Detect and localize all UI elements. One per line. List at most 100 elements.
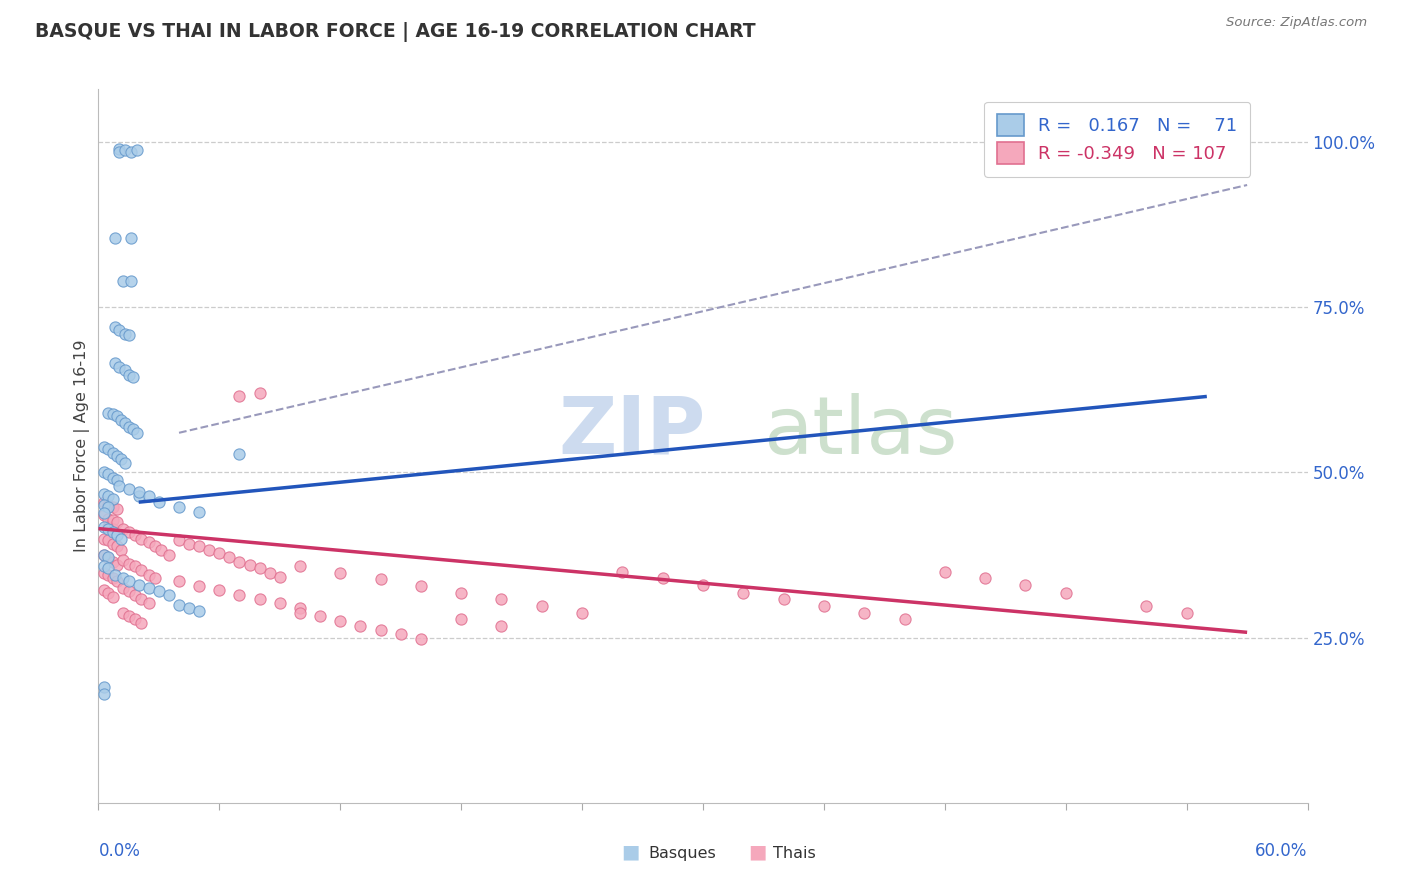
Point bbox=[101, 590, 124, 604]
Point bbox=[370, 573, 392, 587]
Point bbox=[97, 500, 120, 514]
Point bbox=[329, 566, 352, 580]
Point bbox=[118, 524, 141, 539]
Point bbox=[157, 588, 180, 602]
Point bbox=[111, 522, 134, 536]
Point bbox=[249, 386, 271, 401]
Point bbox=[110, 543, 132, 558]
Point bbox=[107, 323, 129, 337]
Point bbox=[571, 606, 593, 620]
Point bbox=[120, 274, 142, 288]
Text: BASQUE VS THAI IN LABOR FORCE | AGE 16-19 CORRELATION CHART: BASQUE VS THAI IN LABOR FORCE | AGE 16-1… bbox=[35, 22, 756, 42]
Point bbox=[208, 546, 231, 560]
Point bbox=[107, 142, 129, 156]
Point bbox=[105, 558, 128, 572]
Point bbox=[218, 549, 240, 564]
Point bbox=[167, 533, 190, 547]
Text: 0.0%: 0.0% bbox=[98, 842, 141, 860]
Point bbox=[249, 561, 271, 575]
Point bbox=[97, 551, 120, 566]
Point bbox=[97, 567, 120, 582]
Point bbox=[93, 582, 115, 597]
Point bbox=[93, 548, 115, 562]
Point bbox=[97, 442, 120, 457]
Point bbox=[125, 425, 148, 440]
Point bbox=[105, 409, 128, 424]
Point bbox=[530, 599, 553, 613]
Text: ZIP: ZIP bbox=[558, 392, 706, 471]
Point bbox=[118, 574, 141, 589]
Point bbox=[93, 508, 115, 523]
Point bbox=[228, 555, 250, 569]
Point bbox=[101, 571, 124, 585]
Point bbox=[93, 687, 115, 701]
Point bbox=[651, 571, 673, 585]
Point bbox=[120, 231, 142, 245]
Point bbox=[138, 567, 160, 582]
Point bbox=[124, 559, 146, 574]
Point bbox=[138, 581, 160, 595]
Point bbox=[111, 552, 134, 566]
Point bbox=[138, 596, 160, 610]
Point bbox=[107, 359, 129, 374]
Point bbox=[111, 606, 134, 620]
Point bbox=[105, 574, 128, 589]
Point bbox=[101, 522, 124, 536]
Point bbox=[114, 456, 136, 470]
Point bbox=[813, 599, 835, 613]
Point bbox=[93, 466, 115, 480]
Point bbox=[93, 559, 115, 574]
Point bbox=[1014, 578, 1036, 592]
Point bbox=[491, 592, 513, 607]
Point bbox=[409, 579, 432, 593]
Point bbox=[143, 571, 166, 585]
Text: 60.0%: 60.0% bbox=[1256, 842, 1308, 860]
Point bbox=[111, 581, 134, 595]
Point bbox=[692, 578, 714, 592]
Point bbox=[188, 579, 211, 593]
Point bbox=[129, 532, 152, 546]
Point bbox=[101, 471, 124, 485]
Point bbox=[124, 612, 146, 626]
Point bbox=[288, 606, 311, 620]
Point bbox=[101, 537, 124, 551]
Point bbox=[1054, 585, 1077, 599]
Point bbox=[97, 549, 120, 564]
Point bbox=[188, 540, 211, 554]
Point bbox=[259, 566, 281, 580]
Point bbox=[93, 532, 115, 546]
Point bbox=[114, 416, 136, 430]
Legend: R =   0.167   N =    71, R = -0.349   N = 107: R = 0.167 N = 71, R = -0.349 N = 107 bbox=[984, 102, 1250, 177]
Point bbox=[288, 600, 311, 615]
Point bbox=[97, 511, 120, 525]
Point bbox=[450, 612, 472, 626]
Point bbox=[370, 623, 392, 637]
Point bbox=[124, 528, 146, 542]
Point bbox=[269, 596, 291, 610]
Point bbox=[1135, 599, 1157, 613]
Point bbox=[188, 505, 211, 519]
Point bbox=[93, 548, 115, 562]
Point bbox=[97, 585, 120, 599]
Point bbox=[118, 482, 141, 496]
Point bbox=[118, 328, 141, 343]
Point bbox=[138, 534, 160, 549]
Point bbox=[853, 606, 876, 620]
Point bbox=[101, 500, 124, 514]
Y-axis label: In Labor Force | Age 16-19: In Labor Force | Age 16-19 bbox=[75, 340, 90, 552]
Point bbox=[97, 522, 120, 536]
Point bbox=[103, 231, 125, 245]
Point bbox=[249, 592, 271, 607]
Point bbox=[118, 584, 141, 599]
Point bbox=[97, 519, 120, 533]
Point bbox=[128, 578, 150, 592]
Point bbox=[733, 585, 755, 599]
Point bbox=[110, 532, 132, 546]
Point bbox=[101, 445, 124, 459]
Point bbox=[105, 449, 128, 463]
Point bbox=[103, 320, 125, 334]
Point bbox=[288, 559, 311, 574]
Point bbox=[772, 592, 794, 607]
Point bbox=[111, 571, 134, 585]
Point bbox=[97, 499, 120, 513]
